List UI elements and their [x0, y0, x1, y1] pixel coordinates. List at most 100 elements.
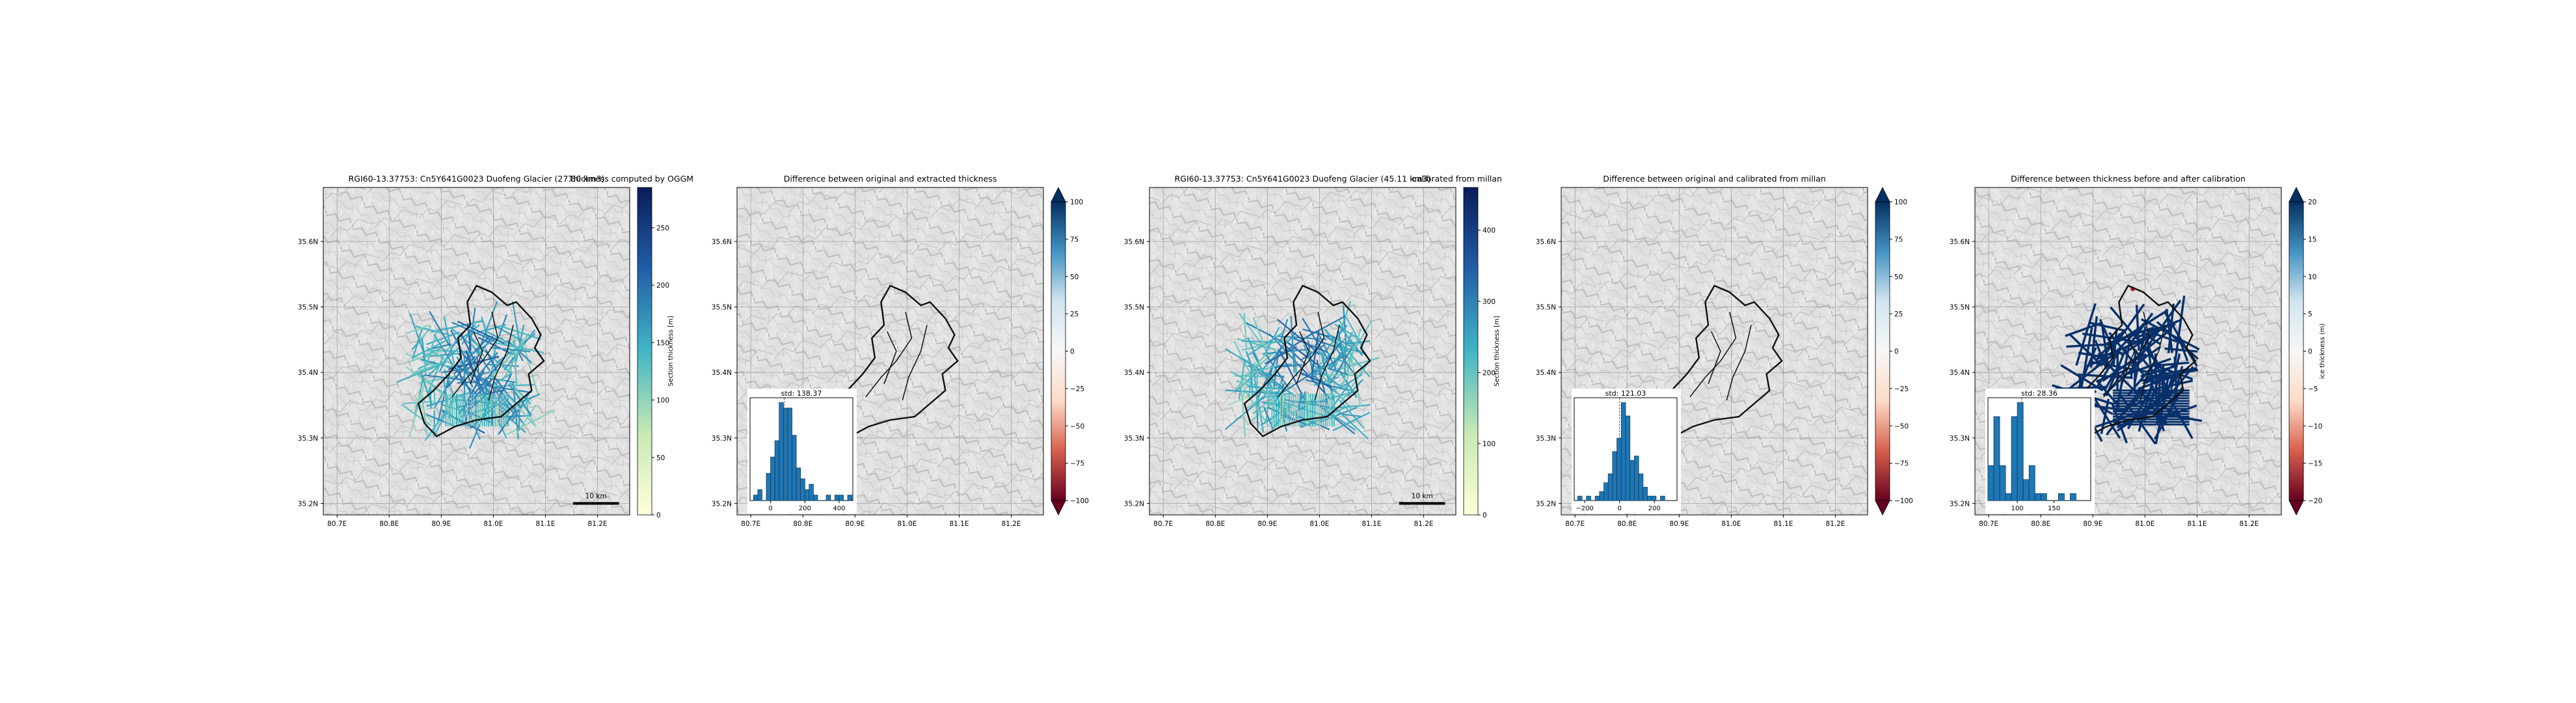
- lon-tick-label: 81.0E: [1309, 520, 1329, 528]
- difference-line: [2075, 303, 2097, 366]
- histogram-bar: [774, 440, 780, 501]
- colorbar-tick-label: 300: [1483, 298, 1496, 306]
- thickness-line: [457, 381, 478, 384]
- histogram-tick-label: 400: [833, 505, 845, 512]
- histogram-bar: [1612, 451, 1618, 501]
- thickness-line: [1345, 317, 1364, 349]
- thickness-line: [1343, 328, 1362, 381]
- histogram-bar: [1594, 495, 1600, 501]
- colorbar-tick-label: −15: [2308, 460, 2322, 468]
- histogram-bar: [1987, 465, 1994, 501]
- thickness-line: [405, 324, 431, 335]
- thickness-line: [1278, 350, 1306, 401]
- histogram-bar: [1607, 473, 1613, 501]
- thickness-line: [1318, 407, 1358, 424]
- lon-tick-label: 81.0E: [897, 520, 917, 528]
- colorbar-tick-label: −100: [1894, 497, 1913, 505]
- thickness-line: [1233, 352, 1268, 391]
- thickness-line: [493, 324, 522, 342]
- thickness-line: [509, 381, 531, 405]
- thickness-line: [1277, 318, 1320, 355]
- thickness-line: [426, 355, 444, 395]
- lat-tick-label: 35.6N: [1124, 238, 1144, 246]
- colorbar-gradient: [637, 187, 652, 516]
- thickness-line: [1339, 320, 1356, 352]
- thickness-line: [499, 325, 541, 340]
- lon-tick-label: 80.9E: [2083, 520, 2102, 528]
- thickness-line: [488, 363, 519, 367]
- map-panel-5: 80.7E 80.8E 80.9E 81.0E 81.1E 81.2E 35.6N 35.5N…: [1950, 174, 2326, 528]
- histogram-bar: [770, 456, 775, 501]
- panel-title: RGI60-13.37753: Cn5Y641G0023 Duofeng Gla…: [1175, 174, 1431, 184]
- colorbar-tick-label: −20: [2308, 497, 2322, 505]
- colorbar-extend-min: [1875, 500, 1890, 516]
- lon-tick-label: 80.9E: [845, 520, 865, 528]
- histogram-tick-label: 150: [2048, 505, 2060, 512]
- glacier-flowline: [1296, 331, 1309, 385]
- thickness-line: [1334, 357, 1380, 372]
- colorbar: 100 75 50 25 0 −25 −50 −75 −100: [1875, 187, 1913, 516]
- thickness-line: [1225, 348, 1270, 376]
- thickness-line: [443, 316, 455, 364]
- thickness-line: [424, 396, 457, 441]
- histogram-bar: [1643, 487, 1648, 501]
- lat-tick-label: 35.4N: [1950, 369, 1970, 377]
- lon-tick-label: 80.7E: [741, 520, 760, 528]
- colorbar-tick-label: 100: [1894, 199, 1907, 206]
- histogram-bar: [2022, 479, 2030, 501]
- histogram-bar: [2069, 493, 2076, 501]
- histogram-bar: [1617, 437, 1622, 501]
- lat-tick-label: 35.3N: [298, 435, 318, 443]
- glacier-flowline: [488, 325, 514, 401]
- map-frame: [1974, 187, 2282, 516]
- thickness-line: [1303, 344, 1318, 380]
- colorbar-tick-label: 50: [1070, 273, 1079, 281]
- thickness-line: [421, 338, 425, 361]
- histogram-tick-label: 0: [1617, 505, 1621, 512]
- histogram-bar: [1586, 495, 1591, 501]
- histogram-bar: [1625, 415, 1631, 501]
- hillshade-texture: [1149, 187, 1456, 515]
- lon-tick-label: 80.7E: [1153, 520, 1173, 528]
- histogram-tick-label: 200: [799, 505, 811, 512]
- histogram-bar: [796, 467, 801, 501]
- thickness-line: [443, 379, 451, 419]
- thickness-line: [433, 334, 453, 365]
- panel-title: RGI60-13.37753: Cn5Y641G0023 Duofeng Gla…: [349, 174, 605, 184]
- histogram-bar: [2028, 465, 2035, 501]
- thickness-line: [494, 342, 544, 353]
- colorbar: 0 50 100 150 200 250 Section thickness [m]: [637, 187, 675, 519]
- thickness-line: [422, 346, 443, 358]
- histogram-bar: [1603, 482, 1609, 501]
- lon-tick-label: 80.8E: [2031, 520, 2050, 528]
- thickness-line: [1253, 374, 1265, 433]
- histogram-bar: [813, 495, 818, 501]
- thickness-line: [1319, 363, 1337, 369]
- difference-line: [2088, 360, 2150, 374]
- thickness-line: [1332, 411, 1370, 432]
- colorbar-tick-label: 250: [656, 225, 669, 232]
- thickness-line: [1247, 385, 1290, 391]
- histogram-bar: [766, 473, 771, 501]
- glacier-flowline: [1689, 311, 1737, 398]
- histogram-bar: [834, 495, 840, 501]
- histogram-bar: [757, 489, 762, 501]
- panel-title: Difference between thickness before and …: [2011, 174, 2246, 184]
- colorbar-tick-label: 100: [1070, 199, 1083, 206]
- colorbar-extend-min: [2288, 500, 2304, 516]
- histogram-bar: [809, 484, 814, 501]
- colorbar-label: ice thickness (m): [2319, 324, 2326, 379]
- thickness-line: [420, 371, 433, 406]
- histogram-bar: [1630, 460, 1635, 501]
- histogram-bar: [800, 478, 805, 501]
- glacier-flowline: [451, 311, 499, 398]
- lon-tick-label: 81.1E: [1362, 520, 1381, 528]
- histogram-inset: std: 138.37 0 200 400: [747, 389, 857, 514]
- thickness-line: [1327, 381, 1345, 397]
- lat-tick-label: 35.5N: [298, 304, 318, 312]
- map-panel-1: 80.7E 80.8E 80.9E 81.0E 81.1E 81.2E 35.6N 35.5N…: [298, 174, 693, 528]
- map-frame: [1149, 187, 1456, 516]
- thickness-line: [490, 346, 530, 353]
- thickness-line: [1243, 312, 1248, 348]
